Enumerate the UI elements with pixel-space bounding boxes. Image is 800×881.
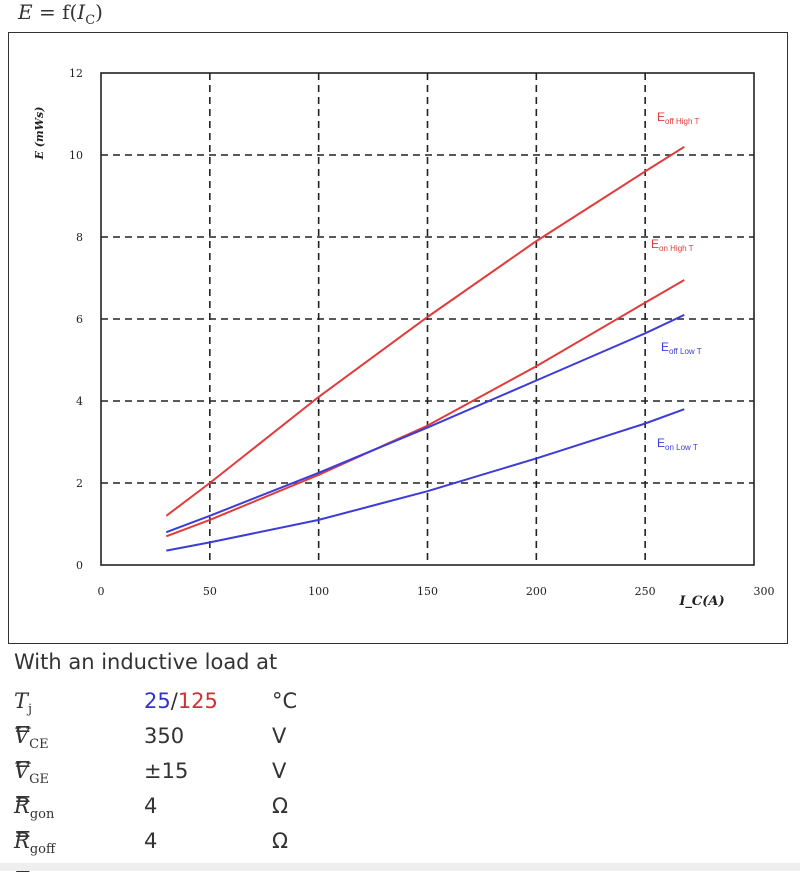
x-tick-label: 300 bbox=[754, 585, 775, 598]
series-label-sub: off Low T bbox=[669, 347, 702, 356]
bottom-bar bbox=[0, 863, 800, 871]
condition-unit: V bbox=[272, 759, 286, 783]
condition-value: ±15 bbox=[144, 759, 188, 783]
title-sub: C bbox=[85, 13, 95, 28]
x-tick-label: 100 bbox=[308, 585, 329, 598]
series-label-sub: off High T bbox=[665, 117, 700, 126]
y-tick-label: 10 bbox=[69, 149, 83, 162]
condition-value: 4 bbox=[144, 794, 157, 818]
x-axis-label: I_C(A) bbox=[678, 594, 724, 609]
condition-value: 4 bbox=[144, 829, 157, 853]
condition-subscript: goff bbox=[30, 842, 55, 857]
series-label: Eon Low T bbox=[657, 436, 698, 452]
conditions-intro: With an inductive load at bbox=[14, 650, 277, 674]
condition-symbol: R bbox=[14, 829, 30, 853]
condition-symbol: V bbox=[14, 724, 29, 748]
condition-unit: V bbox=[272, 724, 286, 748]
condition-unit: Ω bbox=[272, 794, 288, 818]
series-line-eon-low-t bbox=[166, 409, 684, 550]
condition-symbol: V bbox=[14, 759, 29, 783]
condition-subscript: j bbox=[28, 702, 32, 717]
series-label-sub: on High T bbox=[659, 244, 694, 253]
condition-symbol: T bbox=[14, 689, 28, 713]
y-tick-label: 8 bbox=[76, 231, 83, 244]
title-close: ) bbox=[95, 0, 103, 24]
series-line-eoff-low-t bbox=[166, 315, 684, 532]
series-label-main: E bbox=[657, 110, 665, 124]
condition-subscript: GE bbox=[29, 772, 49, 787]
y-tick-label: 12 bbox=[69, 67, 83, 80]
series-line-eoff-high-t bbox=[166, 147, 684, 516]
condition-value: 350 bbox=[144, 724, 184, 748]
title-e: E bbox=[18, 0, 33, 24]
y-tick-label: 6 bbox=[76, 313, 83, 326]
series-label-main: E bbox=[661, 340, 669, 354]
title-eq: = f( bbox=[33, 0, 78, 24]
x-tick-label: 200 bbox=[526, 585, 547, 598]
value-separator: / bbox=[171, 689, 178, 713]
condition-label: Rgoff = bbox=[14, 829, 55, 881]
condition-unit: Ω bbox=[272, 829, 288, 853]
x-tick-label: 150 bbox=[417, 585, 438, 598]
series-label: Eon High T bbox=[651, 237, 694, 253]
series-label: Eoff High T bbox=[657, 110, 700, 126]
chart-title: E = f(IC) bbox=[18, 0, 103, 28]
x-tick-label: 50 bbox=[203, 585, 217, 598]
y-tick-label: 4 bbox=[76, 395, 83, 408]
series-label: Eoff Low T bbox=[661, 340, 702, 356]
series-label-sub: on Low T bbox=[665, 443, 698, 452]
condition-subscript: CE bbox=[29, 737, 48, 752]
condition-symbol: R bbox=[14, 794, 30, 818]
condition-unit: °C bbox=[272, 689, 297, 713]
y-axis-label: E (mWs) bbox=[33, 107, 46, 161]
condition-subscript: gon bbox=[30, 807, 55, 822]
series-label-main: E bbox=[651, 237, 659, 251]
energy-chart: 0 50 100 150 200 250 300 0 2 4 6 8 10 12 I_C(A) E (mWs)… bbox=[9, 33, 789, 645]
chart-frame: 0 50 100 150 200 250 300 0 2 4 6 8 10 12 I_C(A) E (mWs)… bbox=[8, 32, 788, 644]
value-low-t: 25 bbox=[144, 689, 171, 713]
condition-value: 25/125 bbox=[144, 689, 218, 713]
value-high-t: 125 bbox=[178, 689, 218, 713]
x-tick-label: 250 bbox=[635, 585, 656, 598]
x-tick-label: 0 bbox=[98, 585, 105, 598]
y-tick-label: 0 bbox=[76, 559, 83, 572]
y-tick-label: 2 bbox=[76, 477, 83, 490]
series-label-main: E bbox=[657, 436, 665, 450]
